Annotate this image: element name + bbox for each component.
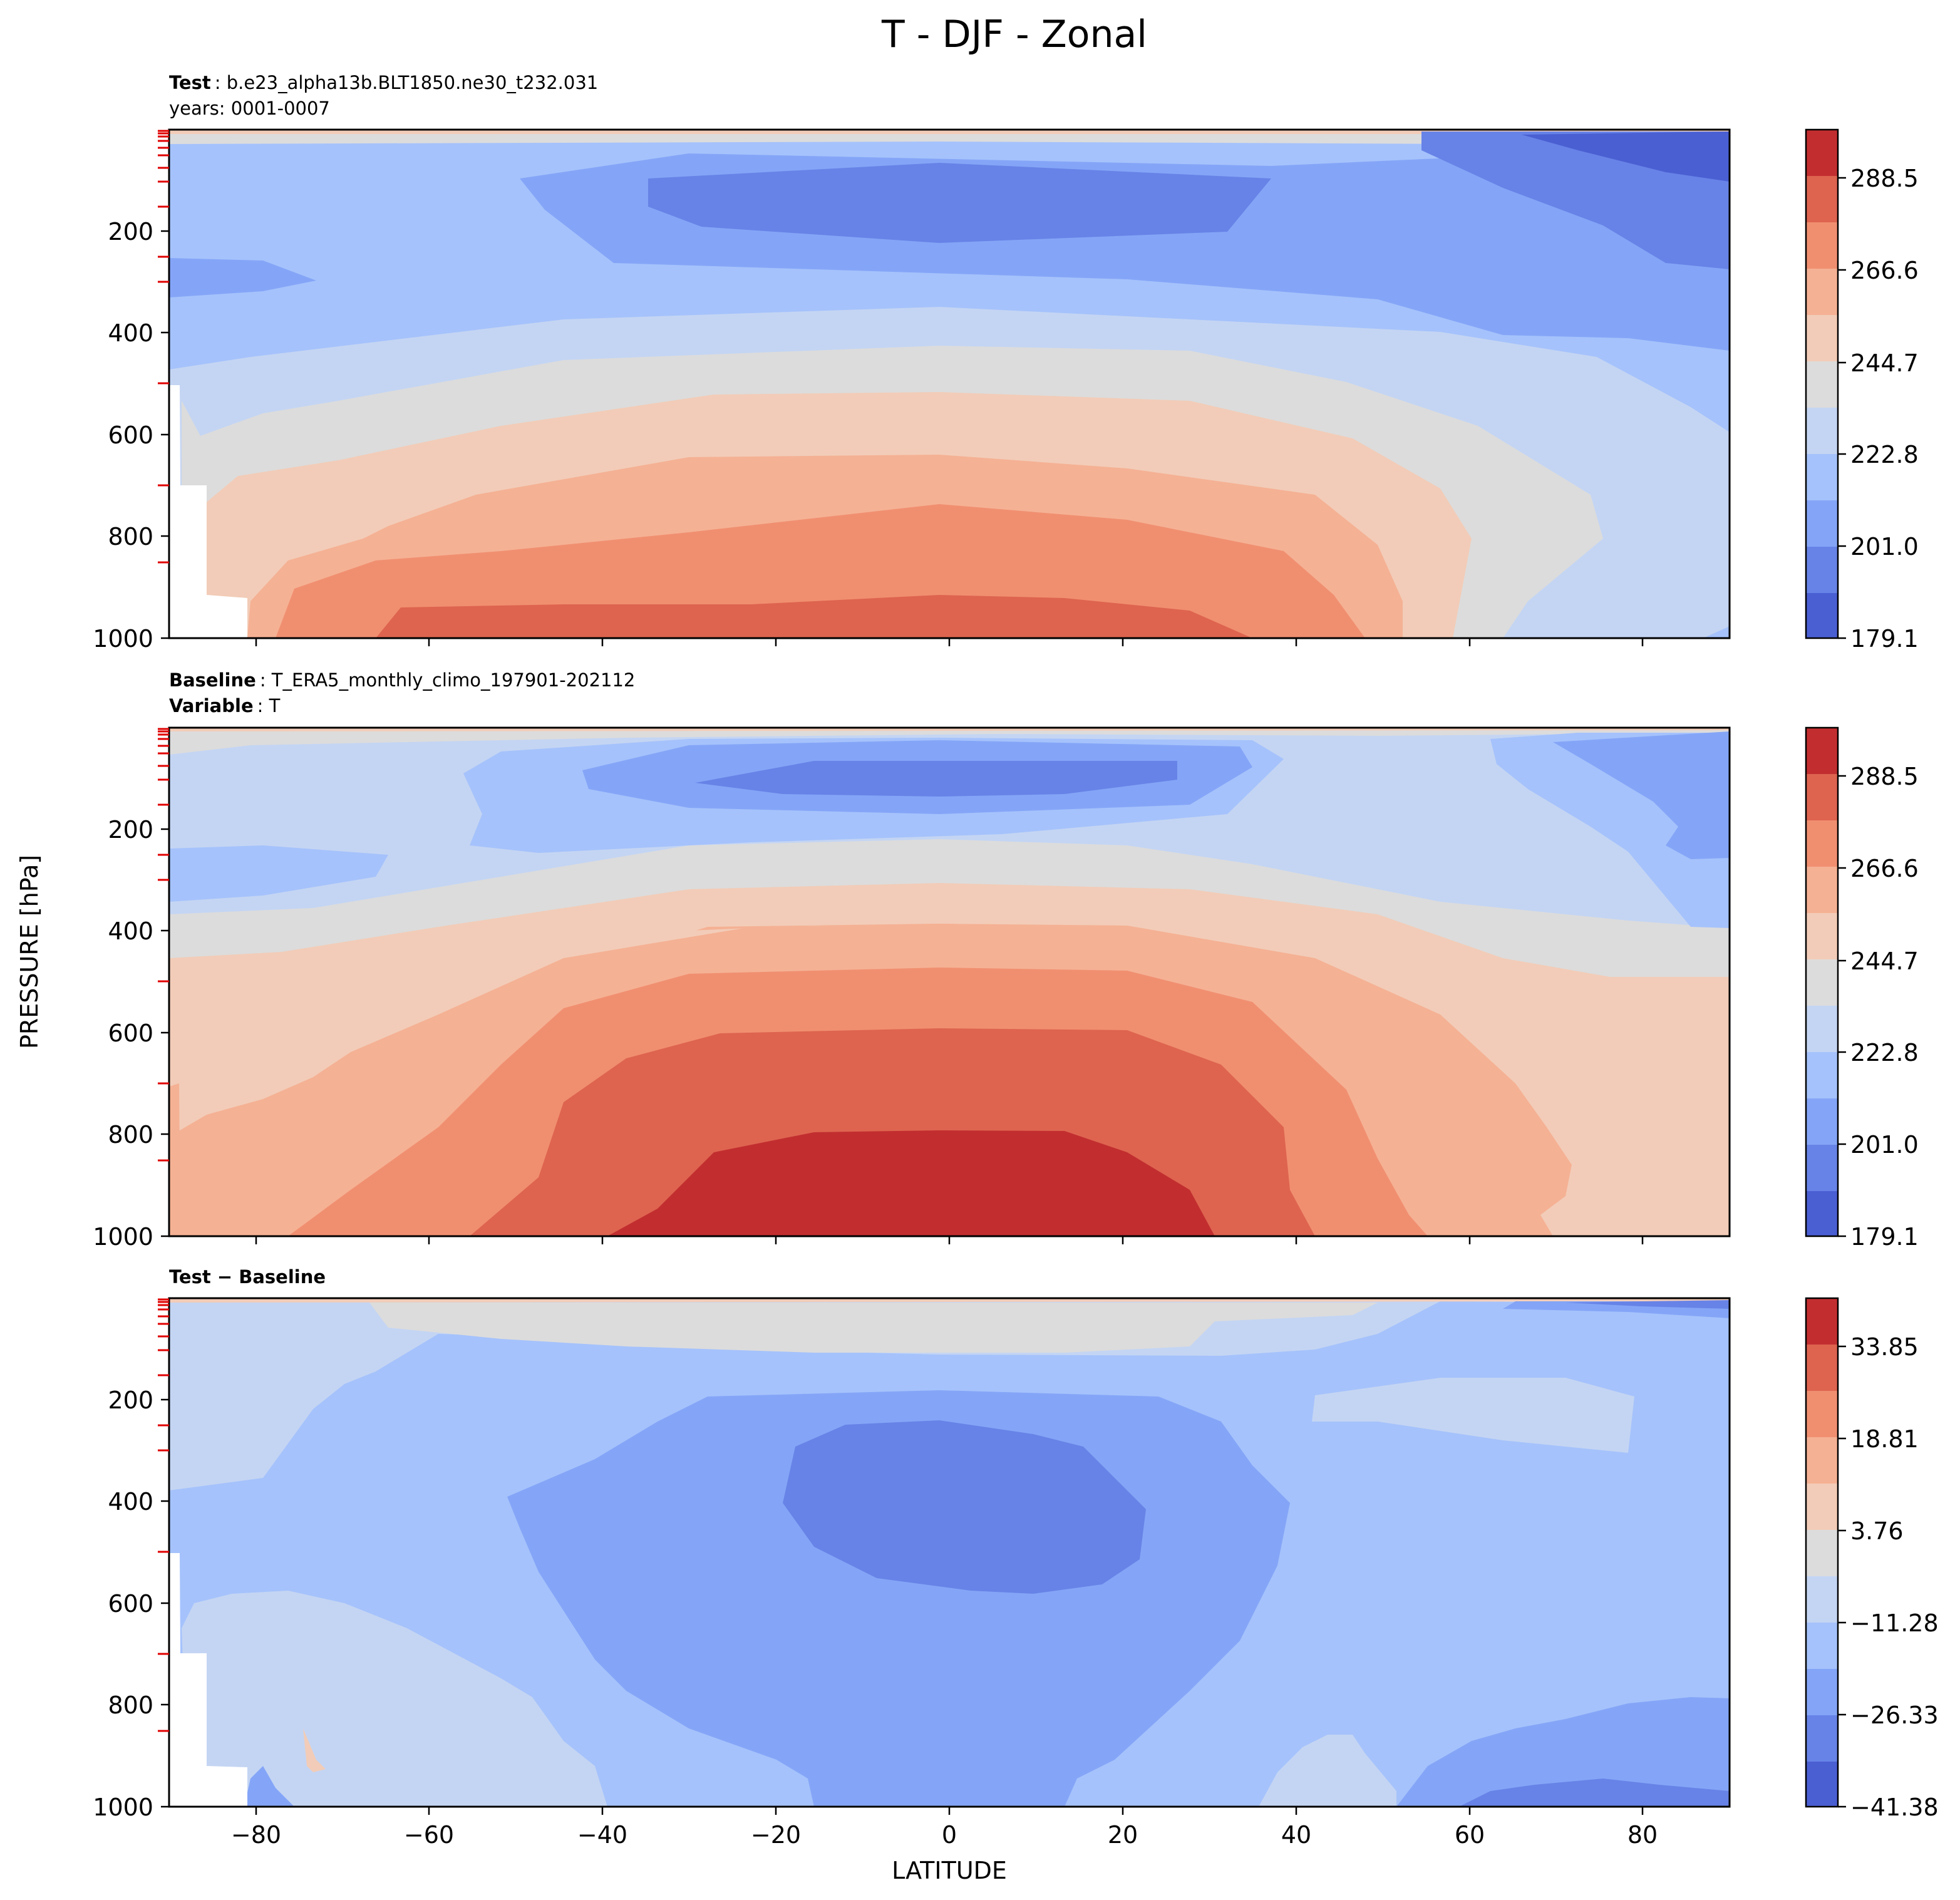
variable-label: Variable <box>169 695 254 716</box>
test-ytick: 400 <box>108 319 153 347</box>
test-cbar-tick: 266.6 <box>1850 257 1919 284</box>
baseline-ytick: 400 <box>108 917 153 945</box>
difference-ytick: 200 <box>108 1386 153 1414</box>
panel-test: Test: b.e23_alpha13b.BLT1850.ne30_t232.0… <box>93 72 1919 653</box>
test-case-name: : b.e23_alpha13b.BLT1850.ne30_t232.031 <box>215 72 598 93</box>
xtick: 60 <box>1455 1821 1485 1849</box>
baseline-cbar-tick: 288.5 <box>1850 763 1919 790</box>
xtick: 0 <box>942 1821 957 1849</box>
xtick: −20 <box>751 1821 801 1849</box>
test-minor-ticks <box>158 130 169 564</box>
test-cbar-tick: 179.1 <box>1850 625 1919 653</box>
baseline-cbar-tick: 222.8 <box>1850 1039 1919 1066</box>
difference-minor-ticks <box>158 1298 169 1732</box>
test-years: years: 0001-0007 <box>169 98 330 119</box>
difference-cbar-tick: 3.76 <box>1850 1517 1904 1545</box>
difference-ytick: 600 <box>108 1590 153 1618</box>
test-contour-field <box>169 130 1730 638</box>
baseline-cbar-tick: 266.6 <box>1850 855 1919 882</box>
baseline-cbar-tick: 244.7 <box>1850 947 1919 975</box>
variable-value: : T <box>257 695 281 716</box>
baseline-minor-ticks <box>158 728 169 1162</box>
baseline-colorbar: 288.5 266.6 244.7 222.8 201.0 179.1 <box>1805 726 1919 1251</box>
difference-ytick: 1000 <box>93 1794 153 1821</box>
panel-test-header-line1: Test: b.e23_alpha13b.BLT1850.ne30_t232.0… <box>169 72 598 93</box>
test-ytick: 600 <box>108 421 153 449</box>
baseline-cbar-tick: 179.1 <box>1850 1223 1919 1251</box>
xtick: 20 <box>1108 1821 1138 1849</box>
test-cbar-tick: 201.0 <box>1850 533 1919 560</box>
xtick: −80 <box>231 1821 281 1849</box>
test-label: Test <box>169 72 211 93</box>
panel-baseline-header-line1: Baseline: T_ERA5_monthly_climo_197901-20… <box>169 669 635 691</box>
test-ytick: 1000 <box>93 625 153 653</box>
baseline-ytick: 800 <box>108 1121 153 1149</box>
baseline-ytick: 1000 <box>93 1223 153 1251</box>
test-cbar-tick: 288.5 <box>1850 165 1919 192</box>
xtick: −60 <box>404 1821 454 1849</box>
baseline-label: Baseline <box>169 669 256 691</box>
xtick: 80 <box>1627 1821 1658 1849</box>
difference-contour-field <box>169 1298 1730 1807</box>
baseline-cbar-tick: 201.0 <box>1850 1131 1919 1159</box>
y-axis-label: PRESSURE [hPa] <box>16 855 43 1049</box>
difference-cbar-tick: −41.38 <box>1850 1794 1939 1821</box>
test-ytick: 200 <box>108 218 153 245</box>
baseline-ytick: 200 <box>108 816 153 844</box>
difference-colorbar: 33.85 18.81 3.76 −11.28 −26.33 −41.38 <box>1805 1297 1939 1821</box>
xtick: −40 <box>577 1821 627 1849</box>
difference-cbar-tick: 18.81 <box>1850 1425 1919 1453</box>
difference-ytick: 800 <box>108 1691 153 1719</box>
test-cbar-tick: 244.7 <box>1850 349 1919 377</box>
figure-title: T - DJF - Zonal <box>881 13 1147 56</box>
baseline-case-name: : T_ERA5_monthly_climo_197901-202112 <box>260 669 636 691</box>
difference-ytick: 400 <box>108 1488 153 1515</box>
test-ytick: 800 <box>108 523 153 550</box>
difference-cbar-tick: 33.85 <box>1850 1333 1919 1361</box>
x-axis-label: LATITUDE <box>892 1857 1007 1884</box>
panel-baseline-header-line2: Variable: T <box>169 695 281 716</box>
xtick: 40 <box>1281 1821 1311 1849</box>
baseline-contour-field <box>169 728 1730 1236</box>
difference-label: Test − Baseline <box>169 1266 326 1288</box>
panel-baseline: Baseline: T_ERA5_monthly_climo_197901-20… <box>93 669 1919 1251</box>
test-cbar-tick: 222.8 <box>1850 441 1919 468</box>
baseline-ytick: 600 <box>108 1020 153 1047</box>
panel-difference: Test − Baseline <box>93 1266 1938 1849</box>
test-colorbar: 288.5 266.6 244.7 222.8 201.0 179.1 <box>1805 128 1919 653</box>
difference-cbar-tick: −26.33 <box>1850 1701 1939 1729</box>
difference-cbar-tick: −11.28 <box>1850 1609 1939 1637</box>
